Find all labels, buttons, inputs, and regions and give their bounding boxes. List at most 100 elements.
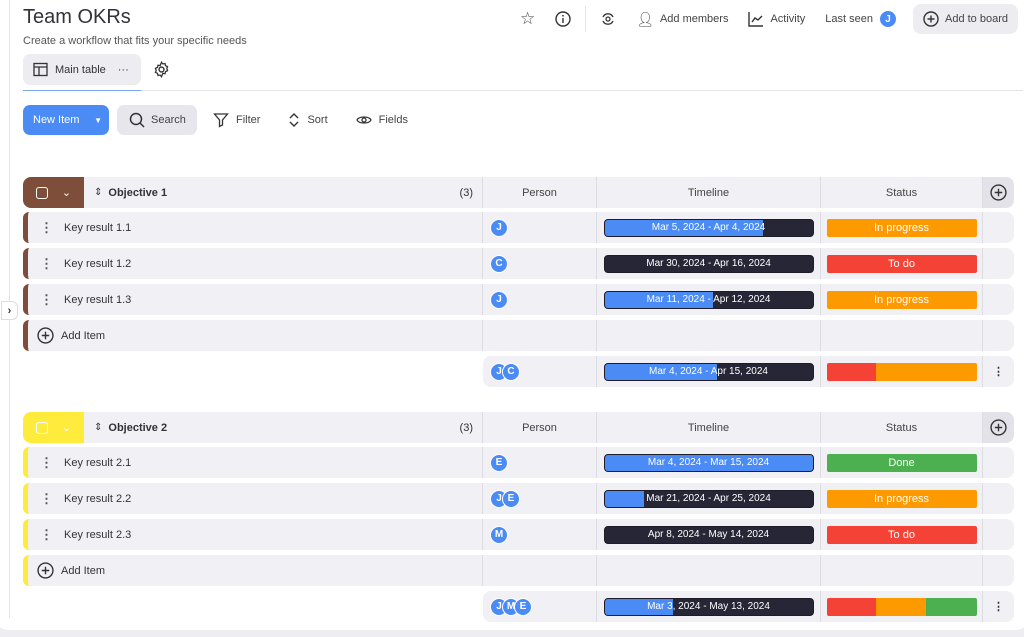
item-name[interactable]: Key result 1.3 [64,293,132,306]
status-badge[interactable]: In progress [826,489,977,508]
item-name[interactable]: Key result 1.1 [64,221,132,234]
group-checkbox[interactable] [35,186,48,199]
avatar[interactable]: J [490,290,508,309]
avatar[interactable]: J [490,218,508,237]
avatar[interactable]: E [502,489,520,508]
status-badge[interactable]: To do [826,254,977,273]
automations-button[interactable] [590,4,626,34]
item-menu-icon[interactable]: ⋮ [40,255,53,271]
tab-main-table[interactable]: Main table ··· [23,54,141,85]
status-badge[interactable]: Done [826,453,977,472]
summary-menu-button[interactable]: ⋮ [983,591,1014,622]
item-name-cell[interactable]: ⋮ Key result 1.1 [23,212,483,243]
item-name-cell[interactable]: ⋮ Key result 1.2 [23,248,483,279]
table-row[interactable]: ⋮ Key result 1.3 J Mar 11, 2024 - Apr 12,… [23,284,1014,315]
table-row[interactable]: ⋮ Key result 2.1 E Mar 4, 2024 - Mar 15, … [23,447,1014,478]
status-badge[interactable]: To do [826,525,977,544]
item-name[interactable]: Key result 2.1 [64,456,132,469]
status-cell[interactable]: To do [821,519,983,550]
table-row[interactable]: ⋮ Key result 2.3 M Apr 8, 2024 - May 14, … [23,519,1014,550]
add-item-cell[interactable]: Add Item [23,320,483,351]
add-item-row[interactable]: Add Item [23,320,1014,351]
item-name-cell[interactable]: ⋮ Key result 1.3 [23,284,483,315]
chevron-down-icon[interactable]: ⌄ [61,422,72,434]
item-menu-icon[interactable]: ⋮ [40,490,53,506]
timeline-bar[interactable]: Mar 5, 2024 - Apr 4, 2024 [603,218,814,237]
column-header-status[interactable]: Status [821,412,983,443]
column-header-timeline[interactable]: Timeline [597,412,821,443]
item-name-cell[interactable]: ⋮ Key result 2.2 [23,483,483,514]
item-menu-icon[interactable]: ⋮ [40,291,53,307]
table-row[interactable]: ⋮ Key result 1.1 J Mar 5, 2024 - Apr 4, 2… [23,212,1014,243]
new-item-button[interactable]: New Item ▼ [23,105,109,135]
summary-menu-button[interactable]: ⋮ [983,356,1014,387]
favorite-button[interactable]: ☆ [510,4,545,34]
table-row[interactable]: ⋮ Key result 1.2 C Mar 30, 2024 - Apr 16,… [23,248,1014,279]
avatar[interactable]: M [490,525,508,544]
timeline-cell[interactable]: Mar 11, 2024 - Apr 12, 2024 [597,284,821,315]
status-badge[interactable]: In progress [826,290,977,309]
avatar[interactable]: C [490,254,508,273]
caret-down-icon[interactable]: ▼ [94,115,102,125]
add-item-label[interactable]: Add Item [61,564,106,577]
person-cell[interactable]: C [483,248,597,279]
group-title[interactable]: Objective 2 [108,421,168,434]
column-header-person[interactable]: Person [483,177,597,208]
status-cell[interactable]: Done [821,447,983,478]
add-item-cell[interactable]: Add Item [23,555,483,586]
person-cell[interactable]: J [483,212,597,243]
fields-button[interactable]: Fields [344,105,420,135]
status-cell[interactable]: To do [821,248,983,279]
person-cell[interactable]: M [483,519,597,550]
avatar[interactable]: E [514,597,532,616]
timeline-cell[interactable]: Mar 4, 2024 - Mar 15, 2024 [597,447,821,478]
status-badge[interactable]: In progress [826,218,977,237]
view-more-button[interactable]: ··· [117,63,129,76]
item-name[interactable]: Key result 2.2 [64,492,132,505]
add-item-row[interactable]: Add Item [23,555,1014,586]
person-cell[interactable]: J [483,284,597,315]
timeline-cell[interactable]: Mar 5, 2024 - Apr 4, 2024 [597,212,821,243]
avatar[interactable]: C [502,362,520,381]
drag-handle-icon[interactable]: ⇕ [94,187,103,198]
timeline-bar[interactable]: Mar 4, 2024 - Mar 15, 2024 [603,453,814,472]
group-checkbox[interactable] [35,421,48,434]
status-cell[interactable]: In progress [821,284,983,315]
status-cell[interactable]: In progress [821,483,983,514]
status-cell[interactable]: In progress [821,212,983,243]
drag-handle-icon[interactable]: ⇕ [94,422,103,433]
item-name-cell[interactable]: ⋮ Key result 2.1 [23,447,483,478]
column-header-timeline[interactable]: Timeline [597,177,821,208]
sort-button[interactable]: Sort [276,105,339,135]
add-item-label[interactable]: Add Item [61,329,106,342]
add-to-board-button[interactable]: Add to board [913,4,1018,34]
item-name-cell[interactable]: ⋮ Key result 2.3 [23,519,483,550]
chevron-down-icon[interactable]: ⌄ [61,187,72,199]
filter-button[interactable]: Filter [201,105,272,135]
timeline-bar[interactable]: Apr 8, 2024 - May 14, 2024 [603,525,814,544]
item-name[interactable]: Key result 1.2 [64,257,132,270]
add-members-button[interactable]: 👤︎ Add members [626,4,738,34]
timeline-cell[interactable]: Mar 30, 2024 - Apr 16, 2024 [597,248,821,279]
column-header-status[interactable]: Status [821,177,983,208]
timeline-bar[interactable]: Mar 21, 2024 - Apr 25, 2024 [603,489,814,508]
item-menu-icon[interactable]: ⋮ [40,526,53,542]
person-cell[interactable]: E [483,447,597,478]
add-column-button[interactable] [983,412,1014,443]
timeline-cell[interactable]: Apr 8, 2024 - May 14, 2024 [597,519,821,550]
avatar[interactable]: E [490,453,508,472]
group-title[interactable]: Objective 1 [108,186,168,199]
last-seen[interactable]: Last seen J [815,4,907,34]
column-header-person[interactable]: Person [483,412,597,443]
timeline-cell[interactable]: Mar 21, 2024 - Apr 25, 2024 [597,483,821,514]
activity-button[interactable]: Activity [738,4,815,34]
expand-sidebar-button[interactable]: › [1,301,18,320]
item-menu-icon[interactable]: ⋮ [40,454,53,470]
item-name[interactable]: Key result 2.3 [64,528,132,541]
item-menu-icon[interactable]: ⋮ [40,219,53,235]
timeline-bar[interactable]: Mar 11, 2024 - Apr 12, 2024 [603,290,814,309]
add-column-button[interactable] [983,177,1014,208]
info-button[interactable] [545,4,581,34]
